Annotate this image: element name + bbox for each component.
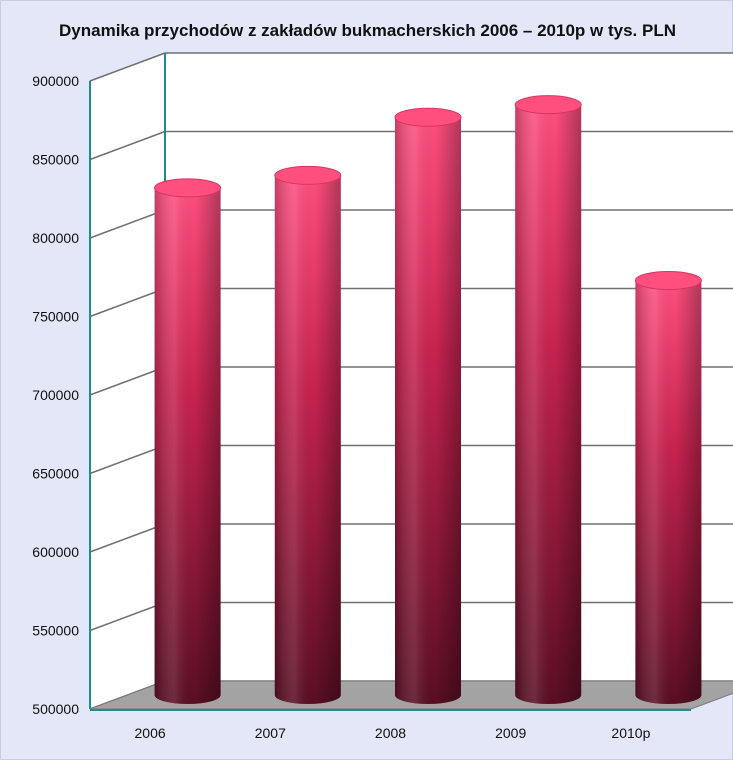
chart-title: Dynamika przychodów z zakładów bukmacher…: [59, 21, 676, 40]
bar-shading: [515, 104, 582, 705]
bar-2008: [394, 107, 462, 705]
x-tick-label: 2010p: [611, 725, 650, 741]
bar-2010p: [634, 271, 702, 704]
gridline-diagonal: [89, 209, 166, 239]
bar-shading: [635, 280, 702, 704]
x-tick-label: 2007: [255, 725, 286, 741]
bar-cap: [394, 107, 462, 127]
y-tick-label: 650000: [32, 466, 79, 482]
y-tick-label: 850000: [32, 152, 79, 168]
y-tick-label: 700000: [32, 387, 79, 403]
y-tick-label: 900000: [32, 73, 79, 89]
bar-cap: [514, 95, 582, 115]
bar-2007: [274, 165, 342, 704]
bar-shading: [274, 175, 341, 704]
y-axis-tick-labels: 500000 550000 600000 650000 700000 750000 8000…: [32, 73, 79, 717]
y-tick-label: 550000: [32, 623, 79, 639]
bar-cap: [154, 178, 222, 198]
y-tick-label: 750000: [32, 309, 79, 325]
y-tick-label: 500000: [32, 701, 79, 717]
bar-shading: [154, 187, 221, 704]
bar-cap: [274, 165, 342, 185]
x-axis-category-labels: 2006 2007 2008 2009 2010p: [135, 725, 651, 741]
gridline-diagonal: [89, 52, 166, 82]
bar-cap: [634, 271, 702, 291]
gridline-diagonal: [89, 523, 166, 553]
bar-2006: [154, 178, 222, 704]
x-tick-label: 2009: [495, 725, 526, 741]
bar-shading: [395, 117, 461, 705]
gridline-diagonal: [89, 130, 166, 161]
gridline-diagonal: [89, 366, 166, 396]
x-tick-label: 2008: [375, 725, 406, 741]
gridline-diagonal: [89, 287, 166, 318]
bars: [154, 95, 702, 705]
y-tick-label: 600000: [32, 544, 79, 560]
y-tick-label: 800000: [32, 230, 79, 246]
bar-2009: [514, 95, 582, 705]
gridline-diagonal: [89, 601, 166, 632]
gridline-diagonal: [89, 444, 166, 475]
x-tick-label: 2006: [135, 725, 166, 741]
